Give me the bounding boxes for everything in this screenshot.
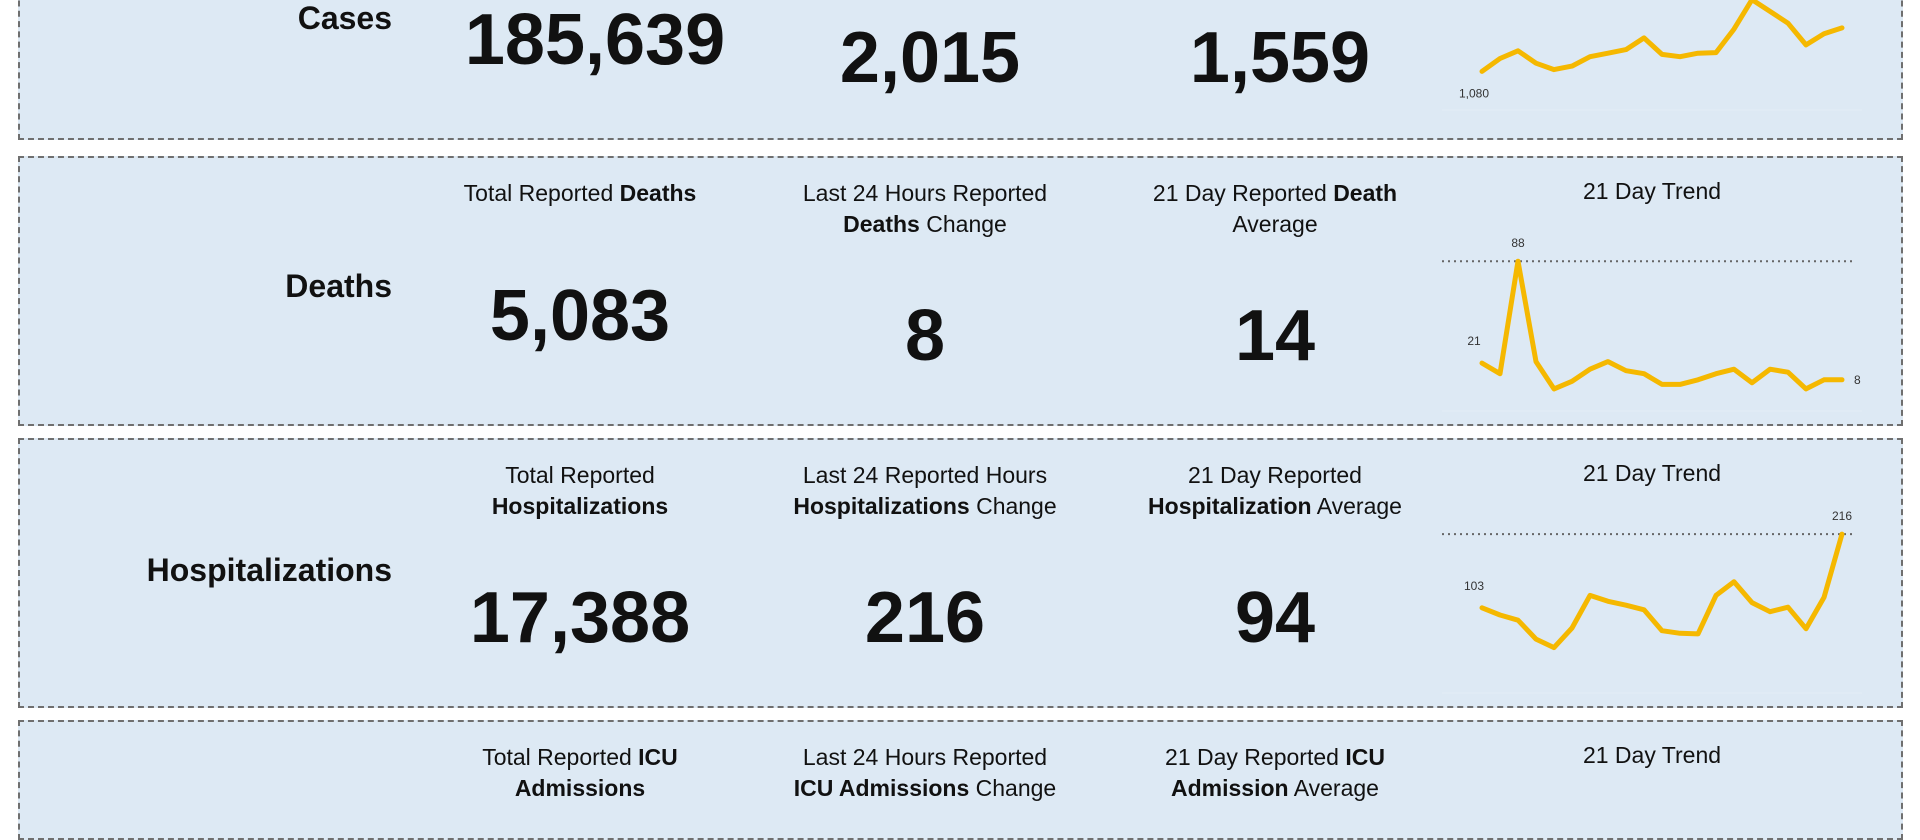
hospitalizations-trend-title: 21 Day Trend (1442, 460, 1862, 487)
icu-trend-title: 21 Day Trend (1442, 742, 1862, 769)
start-value-label: 103 (1464, 579, 1484, 593)
trend-line (1482, 261, 1842, 389)
hospitalizations-average-header: 21 Day Reported Hospitalization Average (1110, 460, 1440, 522)
total-cases-value: 185,639 (415, 0, 775, 80)
icu-panel: Total Reported ICU Admissions Last 24 Ho… (18, 720, 1903, 840)
hospitalizations-change-value: 216 (760, 578, 1090, 658)
hospitalizations-average-value: 94 (1110, 578, 1440, 658)
trend-line (1482, 0, 1842, 71)
start-value-label: 21 (1467, 334, 1481, 348)
deaths-average-header: 21 Day Reported Death Average (1110, 178, 1440, 240)
hospitalizations-panel: Total Reported Hospitalizations Last 24 … (18, 438, 1903, 708)
row-label-deaths: Deaths (20, 268, 392, 305)
hospitalizations-sparkline: 103 216 (1442, 505, 1862, 695)
start-value-label: 1,080 (1459, 86, 1489, 100)
icu-change-header: Last 24 Hours Reported ICU Admissions Ch… (760, 742, 1090, 804)
deaths-trend-title: 21 Day Trend (1442, 178, 1862, 205)
cases-trend-chart: 1,080 (1442, 0, 1862, 112)
cases-change-value: 2,015 (750, 18, 1110, 98)
peak-value-label: 88 (1511, 236, 1525, 250)
icu-average-header: 21 Day Reported ICU Admission Average (1110, 742, 1440, 804)
cases-panel: Cases 185,639 2,015 1,559 1,080 (18, 0, 1903, 140)
total-icu-header: Total Reported ICU Admissions (415, 742, 745, 804)
row-label-hospitalizations: Hospitalizations (20, 552, 392, 589)
deaths-panel: Total Reported Deaths Last 24 Hours Repo… (18, 156, 1903, 426)
total-hospitalizations-header: Total Reported Hospitalizations (415, 460, 745, 522)
deaths-average-value: 14 (1110, 296, 1440, 376)
total-deaths-value: 5,083 (415, 276, 745, 356)
total-deaths-header: Total Reported Deaths (415, 178, 745, 209)
hospitalizations-trend-chart: 103 216 (1442, 505, 1862, 695)
deaths-change-header: Last 24 Hours Reported Deaths Change (760, 178, 1090, 240)
cases-sparkline: 1,080 (1442, 0, 1862, 112)
total-hospitalizations-value: 17,388 (415, 578, 745, 658)
hospitalizations-change-header: Last 24 Reported Hours Hospitalizations … (760, 460, 1090, 522)
end-value-label: 216 (1832, 509, 1852, 523)
cases-average-value: 1,559 (1100, 18, 1460, 98)
deaths-change-value: 8 (760, 296, 1090, 376)
end-value-label: 8 (1854, 373, 1861, 387)
row-label-cases: Cases (20, 0, 392, 37)
